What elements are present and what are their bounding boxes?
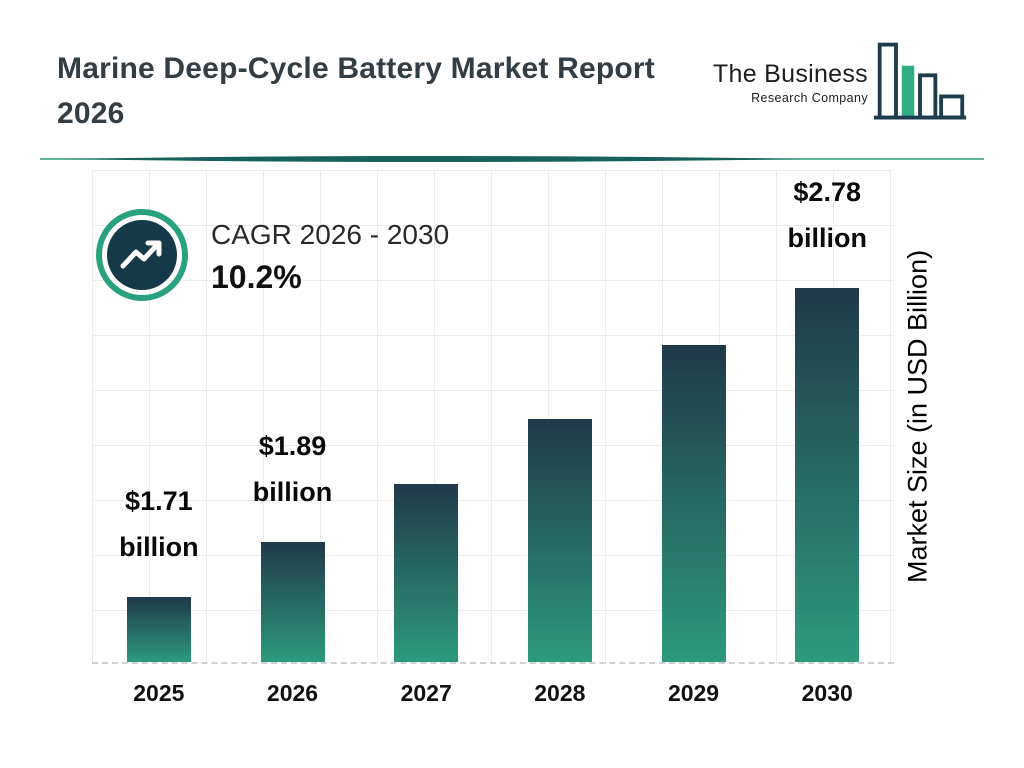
- bar-group: [627, 170, 761, 662]
- bar-value: $1.89: [258, 431, 327, 462]
- logo-bars-icon: [872, 40, 968, 131]
- x-axis-label-2026: 2026: [266, 680, 319, 706]
- bar-2030: [795, 287, 860, 662]
- company-logo: The Business Research Company: [713, 40, 968, 131]
- bar-value-label: $2.78 billion: [787, 170, 866, 262]
- cagr-value: 10.2%: [211, 259, 302, 295]
- bar-value-label: $1.89 billion: [253, 424, 332, 516]
- bar-2029: [661, 345, 726, 662]
- y-axis-label: Market Size (in USD Billion): [902, 249, 933, 583]
- x-axis-label-2025: 2025: [133, 680, 185, 706]
- bar-group: $1.71 billion: [92, 170, 226, 662]
- logo-name: The Business: [712, 60, 868, 88]
- cagr-text: CAGR 2026 - 2030 10.2%: [211, 219, 449, 296]
- report-title-line2: 2026: [57, 97, 125, 130]
- bar-value-unit: billion: [252, 477, 333, 508]
- x-axis-label-2027: 2027: [400, 680, 452, 706]
- x-axis-row: 2025 2026 2027 2028 2029 2030: [92, 680, 894, 707]
- bar-chart: $1.71 billion $1.89 billion $2.78 billion: [92, 170, 894, 664]
- header-divider: [40, 152, 984, 164]
- bar-value-label: $1.71 billion: [119, 479, 198, 571]
- bar-group: [493, 170, 627, 662]
- logo-subtitle: Research Company: [751, 91, 868, 105]
- bar-2027: [394, 484, 459, 662]
- report-title: Marine Deep-Cycle Battery Market Report …: [57, 46, 717, 136]
- cagr-badge: CAGR 2026 - 2030 10.2%: [95, 208, 449, 307]
- bar-2025: [126, 597, 191, 662]
- bar-value: $1.71: [125, 486, 193, 517]
- bar-2028: [527, 419, 592, 662]
- bar-value: $2.78: [793, 177, 861, 207]
- logo-text: The Business Research Company: [713, 60, 868, 105]
- x-axis-label-2029: 2029: [667, 680, 720, 706]
- bar-group: $1.89 billion: [226, 170, 360, 662]
- x-axis-label-2030: 2030: [801, 680, 853, 706]
- cagr-period-label: CAGR 2026 - 2030: [211, 219, 450, 250]
- bar-value-unit: billion: [119, 532, 199, 563]
- bar-group: [359, 170, 493, 662]
- bar-2026: [260, 542, 325, 662]
- bar-group: $2.78 billion: [760, 170, 894, 662]
- trending-up-icon: [95, 208, 189, 307]
- bar-row: $1.71 billion $1.89 billion $2.78 billion: [92, 170, 894, 662]
- report-title-line1: Marine Deep-Cycle Battery Market Report: [57, 52, 655, 85]
- bar-value-unit: billion: [787, 222, 867, 253]
- x-axis-label-2028: 2028: [534, 680, 586, 706]
